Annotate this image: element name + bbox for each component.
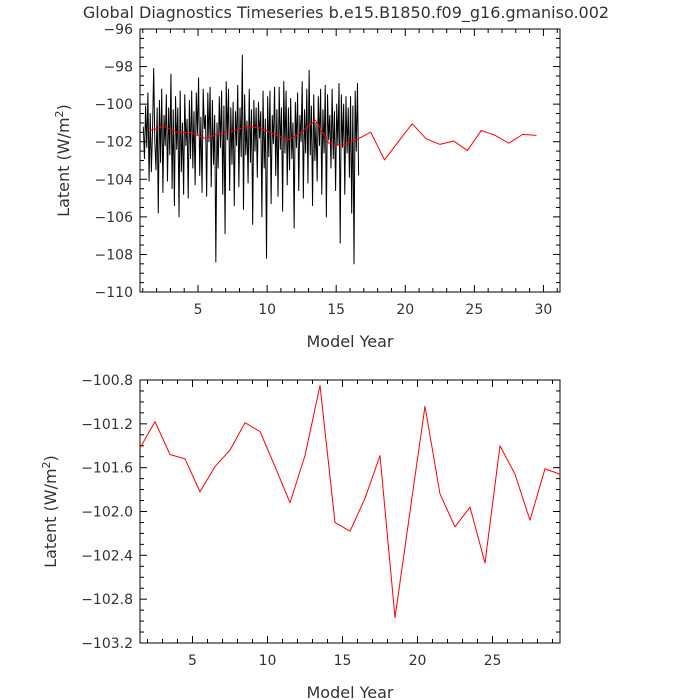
- x-tick-label: 30: [535, 302, 553, 318]
- y-tick-label: −96: [103, 22, 133, 38]
- x-axis-title: Model Year: [307, 332, 394, 351]
- monthly-line: [142, 54, 360, 265]
- x-tick-label: 20: [409, 653, 427, 669]
- y-tick-label: −102: [95, 135, 133, 151]
- x-tick-label: 5: [194, 302, 203, 318]
- x-tick-label: 20: [396, 302, 414, 318]
- x-tick-label: 10: [258, 302, 276, 318]
- y-axis-title: Latent (W/m2): [53, 104, 73, 217]
- x-tick-label: 25: [465, 302, 483, 318]
- x-tick-label: 15: [334, 653, 352, 669]
- y-tick-label: −100.8: [81, 373, 133, 389]
- bottom-panel: 5 10 15 20 25 −103.2 −102.8 −102.4 −102.0 −101.6 −…: [40, 373, 561, 700]
- y-axis-title: Latent (W/m2): [40, 455, 60, 568]
- annual-mean-line: [149, 119, 537, 161]
- y-tick-label: −102.0: [81, 505, 133, 521]
- y-tick-label: −103.2: [81, 636, 133, 652]
- y-tick-label: −104: [95, 172, 134, 188]
- x-axis-title: Model Year: [307, 683, 394, 700]
- x-tick-label: 10: [259, 653, 277, 669]
- y-tick-label: −101.6: [81, 461, 133, 477]
- y-tick-label: −100: [95, 97, 133, 113]
- y-tick-label: −98: [103, 60, 133, 76]
- y-tick-label: −102.8: [81, 592, 133, 608]
- y-tick-label: −108: [95, 247, 133, 263]
- x-tick-label: 25: [484, 653, 502, 669]
- x-tick-label: 5: [188, 653, 197, 669]
- y-tick-label: −102.4: [81, 548, 133, 564]
- y-tick-label: −106: [95, 210, 134, 226]
- figure-title: Global Diagnostics Timeseries b.e15.B185…: [83, 3, 609, 23]
- y-tick-label: −110: [95, 285, 133, 301]
- y-tick-label: −101.2: [81, 417, 133, 433]
- x-tick-label: 15: [327, 302, 345, 318]
- annual-mean-line: [139, 384, 561, 619]
- plot-frame: [139, 379, 561, 644]
- top-panel: 5 10 15 20 25 30 −110 −108 −106 −104 −102 −100 −98 −9…: [53, 22, 561, 351]
